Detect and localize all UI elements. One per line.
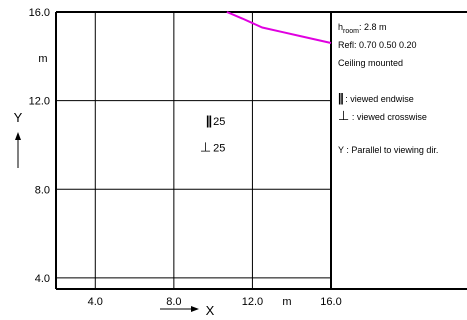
crosswise-marker-icon: ⊥ bbox=[200, 140, 211, 155]
y-tick-label: 8.0 bbox=[35, 184, 50, 196]
room-height-subscript: room bbox=[343, 27, 359, 35]
y-tick-label: 4.0 bbox=[35, 273, 50, 285]
y-direction-symbol: Y bbox=[338, 145, 344, 155]
y-axis-arrow-icon bbox=[15, 132, 21, 168]
tick-labels: 4.0 8.0 12.0 16.0 4.0 8.0 12.0 16.0 bbox=[29, 7, 342, 308]
x-tick-label: 8.0 bbox=[166, 296, 181, 308]
crosswise-legend: ⊥ : viewed crosswise bbox=[338, 108, 427, 123]
endwise-text: : viewed endwise bbox=[345, 94, 414, 104]
endwise-legend: || : viewed endwise bbox=[338, 91, 414, 105]
y-axis-label: Y bbox=[14, 110, 23, 125]
y-direction-text: : Parallel to viewing dir. bbox=[346, 145, 439, 155]
y-tick-label: 12.0 bbox=[29, 96, 50, 108]
reflectance-info: Refl: 0.70 0.50 0.20 bbox=[338, 40, 417, 50]
luminance-curve bbox=[226, 11, 332, 44]
y-unit-label: m bbox=[38, 53, 47, 65]
y-direction-legend: Y : Parallel to viewing dir. bbox=[338, 145, 438, 156]
endwise-marker-icon: || bbox=[206, 113, 212, 128]
room-height-info: hroom: 2.8 m bbox=[338, 22, 386, 37]
plot-frame bbox=[55, 11, 467, 290]
marker-layer: || 25⊥ 25 bbox=[200, 113, 226, 155]
endwise-symbol-icon: || bbox=[338, 91, 344, 105]
room-height-value: : 2.8 m bbox=[358, 22, 387, 32]
marker-value-1: 25 bbox=[213, 143, 225, 155]
room-height-symbol: h bbox=[338, 22, 344, 32]
marker-value-0: 25 bbox=[213, 116, 225, 128]
x-tick-label: 16.0 bbox=[320, 296, 341, 308]
grid-lines bbox=[56, 12, 331, 289]
mounting-info: Ceiling mounted bbox=[338, 58, 404, 68]
y-tick-label: 16.0 bbox=[29, 7, 50, 19]
crosswise-text: : viewed crosswise bbox=[351, 112, 427, 122]
x-tick-label: 12.0 bbox=[242, 296, 263, 308]
x-axis-arrow-icon bbox=[160, 306, 199, 312]
crosswise-symbol-icon: ⊥ bbox=[338, 108, 350, 123]
x-axis-label: X bbox=[206, 303, 215, 318]
x-unit-label: m bbox=[282, 296, 291, 308]
curve-layer bbox=[226, 11, 332, 44]
x-tick-label: 4.0 bbox=[88, 296, 103, 308]
